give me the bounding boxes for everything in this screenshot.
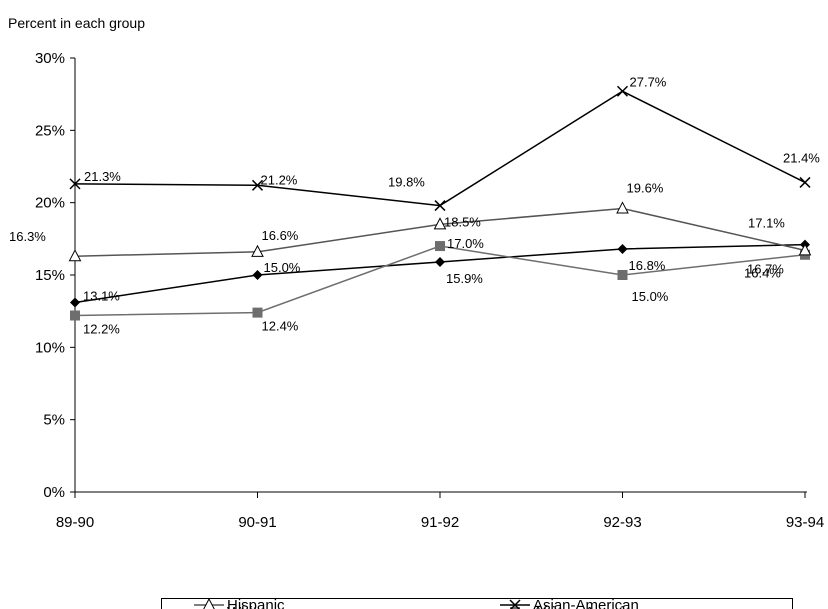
legend-marker [510,607,520,609]
data-label: 16.3% [9,229,46,244]
legend-label: African-American [533,604,648,609]
data-point [616,201,629,214]
data-label: 18.5% [444,214,481,229]
data-labels: 13.1% 15.0% 15.9% 16.8% 17.1% 12.2% 12.4% 17.0%… [9,74,820,336]
legend-label: Asian-American [533,597,639,609]
data-point [69,178,81,190]
marker-stroke [616,85,629,97]
data-point [434,200,446,212]
data-point [70,297,80,308]
data-label: 19.6% [627,180,664,195]
series-hispanic [68,201,812,262]
data-point [617,270,628,280]
data-label: 13.1% [83,288,120,303]
data-label: 12.4% [262,319,299,334]
data-label: 21.2% [261,172,298,187]
marker-stroke [509,599,521,609]
y-tick-label: 10% [35,339,65,356]
marker-stroke [251,179,264,191]
data-point [799,176,811,188]
legend-label: White [227,604,265,609]
data-point [251,244,264,257]
legend-marker [509,599,521,609]
data-point [616,85,629,97]
data-label: 15.0% [632,289,669,304]
y-tick-label: 20% [35,195,65,212]
x-tick-label: 90-91 [238,514,276,531]
legend-marker [203,597,215,609]
x-tick-label: 92-93 [603,514,641,531]
data-label: 21.3% [84,169,121,184]
data-point [252,270,263,280]
series-layer [68,85,812,321]
data-point [435,256,445,267]
data-label: 12.2% [83,322,120,337]
series-white [70,239,810,308]
data-label: 17.0% [447,236,484,251]
data-label: 19.8% [388,175,425,190]
data-point [251,179,264,191]
y-tick-label: 15% [35,267,65,284]
data-label: 21.4% [783,150,820,165]
data-point [433,217,447,230]
data-label: 16.7% [747,261,784,276]
legend-item: Hispanic [194,597,285,609]
legend: White African-American Hispanic Asian-Ameri… [161,597,793,609]
y-tick-label: 30% [35,50,65,67]
marker-stroke [799,176,811,188]
data-point [252,307,263,318]
data-point [70,310,80,321]
data-label: 27.7% [630,74,667,89]
series-asian-american [69,85,811,212]
x-tick-label: 91-92 [421,514,459,531]
legend-box [161,598,793,609]
y-tick-label: 0% [43,484,65,501]
marker-stroke [69,178,81,190]
data-label: 16.6% [262,228,299,243]
data-label: 15.9% [446,271,483,286]
data-label: 15.0% [264,260,301,275]
data-point [435,241,445,252]
y-tick-label: 25% [35,122,65,139]
x-tick-label: 89-90 [56,514,94,531]
data-label: 17.1% [748,216,785,231]
data-point [617,243,628,254]
data-label: 16.8% [629,258,666,273]
legend-item: Asian-American [500,597,639,609]
marker-stroke [434,200,446,212]
axes: 0% 5% 10% 15% 20% 25% 30% 89-90 90-91 91-92 92-93 9… [35,50,824,531]
legend-label: Hispanic [227,597,285,609]
data-label: 16.4% [744,266,781,281]
data-point [68,249,82,262]
legend-item: African-American [510,604,648,609]
y-axis-label: Percent in each group [8,15,145,31]
series-line [74,245,806,317]
data-point [798,243,812,256]
y-tick-label: 5% [43,412,65,429]
x-tick-label: 93-94 [786,514,824,531]
series-line [74,90,806,207]
